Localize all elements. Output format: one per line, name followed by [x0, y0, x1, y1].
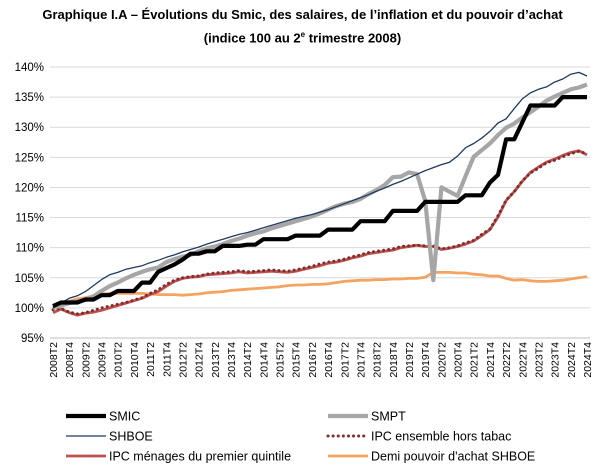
x-tick-label: 2017T4: [355, 342, 367, 378]
y-tick-label: 135%: [15, 92, 44, 104]
legend-label: SMIC: [109, 410, 140, 424]
legend-label: SHBOE: [109, 430, 153, 444]
series-smpt-line: [52, 82, 588, 310]
y-tick-label: 110%: [15, 243, 44, 255]
series-ipc-ensemble-hors-tabac-line: [51, 149, 589, 316]
y-tick-label: 130%: [15, 122, 44, 134]
x-tick-label: 2019T4: [420, 342, 432, 378]
x-tick-label: 2023T4: [550, 342, 562, 378]
y-tick-label: 125%: [15, 152, 44, 164]
legend-label: Demi pouvoir d'achat SHBOE: [371, 450, 535, 464]
legend-label: IPC ménages du premier quintile: [109, 450, 291, 464]
x-tick-label: 2016T2: [307, 342, 319, 378]
chart-title: Graphique I.A – Évolutions du Smic, des …: [42, 7, 563, 22]
x-tick-label: 2013T4: [226, 342, 238, 378]
y-tick-label: 105%: [15, 273, 44, 285]
x-tick-label: 2011T4: [161, 342, 173, 377]
legend-label: SMPT: [371, 410, 406, 424]
x-tick-label: 2021T4: [485, 342, 497, 378]
x-tick-label: 2009T2: [80, 342, 92, 378]
x-tick-label: 2008T4: [64, 342, 76, 378]
chart-subtitle-main: (indice 100 au 2: [203, 30, 301, 46]
y-tick-label: 120%: [15, 182, 44, 194]
x-tick-label: 2022T2: [501, 342, 513, 378]
series-shboe-line: [52, 71, 588, 309]
y-tick-label: 140%: [15, 62, 44, 74]
x-tick-label: 2010T2: [113, 342, 125, 378]
x-tick-label: 2012T2: [177, 342, 189, 378]
x-tick-label: 2016T4: [323, 342, 335, 378]
x-tick-label: 2024T4: [582, 342, 594, 378]
y-tick-label: 115%: [15, 213, 44, 225]
series-smic-line: [52, 95, 587, 309]
x-tick-label: 2019T2: [404, 342, 416, 378]
x-tick-label: 2020T4: [453, 342, 465, 378]
x-tick-label: 2009T4: [97, 342, 109, 378]
x-tick-label: 2010T4: [129, 342, 141, 378]
legend-label: IPC ensemble hors tabac: [371, 430, 511, 444]
x-tick-label: 2008T2: [48, 342, 60, 378]
x-tick-label: 2017T2: [339, 342, 351, 378]
x-tick-label: 2020T2: [436, 342, 448, 378]
chart-subtitle: (indice 100 au 2e trimestre 2008): [0, 26, 605, 47]
x-tick-label: 2014T2: [242, 342, 254, 378]
x-tick-label: 2013T2: [210, 342, 222, 378]
x-tick-label: 2014T4: [258, 342, 270, 378]
x-tick-label: 2023T2: [533, 342, 545, 378]
x-tick-label: 2012T4: [194, 342, 206, 378]
series-demi-pouvoir-d-achat-shboe-line: [52, 271, 588, 309]
chart-subtitle-end: trimestre 2008): [305, 30, 402, 46]
x-tick-label: 2015T4: [291, 342, 303, 378]
x-tick-label: 2018T4: [388, 342, 400, 378]
x-tick-label: 2021T2: [469, 342, 481, 378]
x-tick-label: 2022T4: [517, 342, 529, 378]
x-tick-label: 2011T2: [145, 342, 157, 377]
y-tick-label: 95%: [21, 333, 44, 345]
y-tick-label: 100%: [15, 303, 44, 315]
x-tick-label: 2015T2: [275, 342, 287, 378]
chart-subtitle-superscript: e: [300, 30, 306, 39]
x-tick-label: 2018T2: [372, 342, 384, 378]
x-tick-label: 2024T2: [566, 342, 578, 378]
